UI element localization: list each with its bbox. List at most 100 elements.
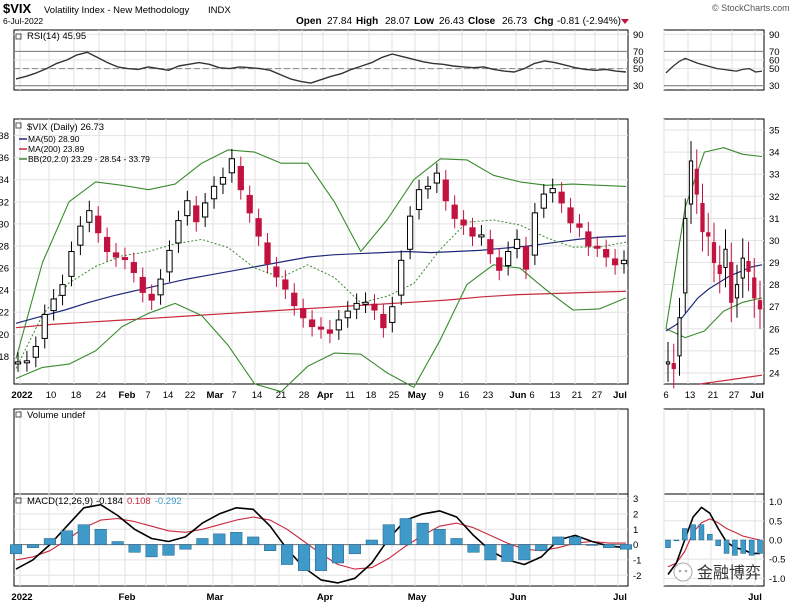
macd-line xyxy=(15,503,627,584)
candle-body-8 xyxy=(86,210,93,223)
zoom-xtick-1: 13 xyxy=(685,390,696,401)
price-ytick-6: 30 xyxy=(0,219,9,230)
macd-hist-bar-18 xyxy=(314,544,328,571)
macd-hist-bar-23 xyxy=(399,518,412,545)
price-zoom-ytick-1: 25 xyxy=(769,346,780,357)
candle-body-53 xyxy=(487,239,494,255)
price-xtick-16: 25 xyxy=(389,390,400,401)
candle-body-44 xyxy=(406,215,414,250)
candle-body-39 xyxy=(362,301,369,305)
macd-xtick-6: Jul xyxy=(613,592,627,603)
macd-xtick-3: Apr xyxy=(317,592,334,603)
macd-hist-bar-13 xyxy=(230,532,243,545)
zoom-macd-xtick-0: Jul xyxy=(748,592,762,603)
zoom-candle-body-0 xyxy=(665,361,671,365)
high-value: 28.07 xyxy=(385,16,410,27)
candle-body-20 xyxy=(193,205,200,223)
candle-body-46 xyxy=(424,185,432,190)
zoom-candle-body-10 xyxy=(723,248,728,269)
legend-ma200: MA(200) 23.89 xyxy=(28,144,84,154)
zoom-xtick-2: 21 xyxy=(708,390,719,401)
candle-body-62 xyxy=(567,207,574,224)
down-arrow-icon xyxy=(621,19,629,24)
zoom-macd-hist-bar-9 xyxy=(740,539,747,554)
candle-body-45 xyxy=(415,189,423,211)
candle-body-38 xyxy=(353,302,360,310)
macd-title: MACD(12,26,9) -0.184 0.108 -0.292 xyxy=(27,496,182,507)
candle-body-47 xyxy=(433,172,440,184)
zoom-candle-body-15 xyxy=(752,277,757,299)
price-zoom-ytick-5: 29 xyxy=(769,258,780,269)
macd-hist-bar-6 xyxy=(111,541,124,545)
macd-hist-bar-36 xyxy=(619,544,633,550)
price-ytick-5: 28 xyxy=(0,241,9,252)
open-label: Open xyxy=(296,16,322,27)
candle-body-49 xyxy=(451,204,458,219)
rsi-ytick-0: 30 xyxy=(633,81,644,92)
candle-body-48 xyxy=(442,179,449,202)
candle-body-23 xyxy=(219,177,227,185)
candle-body-35 xyxy=(326,329,334,334)
price-xtick-21: Jun xyxy=(510,390,527,401)
zoom-xtick-0: 6 xyxy=(663,390,668,401)
rsi-panel-marker xyxy=(15,33,22,40)
high-label: High xyxy=(356,16,378,27)
macd-xtick-5: Jun xyxy=(510,592,527,603)
price-xtick-11: 21 xyxy=(276,390,287,401)
candle-body-61 xyxy=(558,191,565,204)
candle-body-40 xyxy=(371,303,378,311)
price-panel xyxy=(13,118,629,385)
close-label: Close xyxy=(468,16,496,27)
candle-body-60 xyxy=(549,188,556,194)
macd-hist-bar-22 xyxy=(382,524,395,545)
price-zoom-ytick-0: 24 xyxy=(769,368,780,379)
rsi-ytick-3: 70 xyxy=(633,47,644,58)
macd-hist-bar-14 xyxy=(247,536,260,545)
rsi-ytick-1: 50 xyxy=(633,64,644,75)
macd-hist-bar-31 xyxy=(535,544,548,551)
watermark: 金融博弈 xyxy=(673,562,761,582)
price-zoom-ytick-2: 26 xyxy=(769,324,780,335)
macd-hist-bar-27 xyxy=(467,544,480,553)
candle-body-37 xyxy=(344,310,351,319)
candle-body-7 xyxy=(77,225,84,246)
macd-hist-bar-10 xyxy=(179,544,192,550)
rsi-zoom-ytick-1: 50 xyxy=(769,64,780,75)
bb-middle-line xyxy=(15,219,627,369)
zoom-macd-hist-bar-6 xyxy=(715,539,721,546)
bb-upper-line xyxy=(15,149,627,359)
macd-hist-bar-29 xyxy=(501,544,514,562)
low-value: 26.43 xyxy=(439,16,464,27)
chg-value: -0.81 (-2.94%) xyxy=(557,16,621,27)
zoom-candle-body-13 xyxy=(740,257,745,279)
rsi-zoom-ytick-2: 60 xyxy=(769,56,780,67)
candle-body-55 xyxy=(505,251,512,267)
candle-body-11 xyxy=(112,252,120,258)
price-xtick-18: 9 xyxy=(438,390,443,401)
wechat-eye-left xyxy=(678,569,682,573)
macd-hist-bar-12 xyxy=(213,533,226,545)
price-xtick-2: 18 xyxy=(71,390,82,401)
candle-body-31 xyxy=(291,292,298,307)
copyright: © StockCharts.com xyxy=(712,3,790,13)
candle-body-13 xyxy=(130,262,137,273)
zoom-candle-body-5 xyxy=(694,168,699,195)
price-xtick-22: 6 xyxy=(529,390,534,401)
macd-hist-bar-15 xyxy=(264,544,277,551)
zoom-candle-body-8 xyxy=(711,242,717,264)
price-xtick-0: 2022 xyxy=(11,390,32,401)
zoom-xtick-4: Jul xyxy=(750,390,764,401)
bb-lower-line xyxy=(15,264,627,393)
macd-hist-bar-20 xyxy=(348,544,361,555)
close-value: 26.73 xyxy=(502,16,527,27)
legend-bb: BB(20,2.0) 23.29 - 28.54 - 33.79 xyxy=(28,154,150,164)
zoom-candle-body-6 xyxy=(700,202,705,233)
candle-body-58 xyxy=(531,212,539,256)
instrument-name: Volatility Index - New Methodology xyxy=(44,5,189,16)
price-zoom-ytick-10: 34 xyxy=(769,148,780,159)
volume-title: Volume undef xyxy=(27,410,85,421)
macd-zoom-ytick-4: -1.0 xyxy=(769,574,785,585)
rsi-ytick-2: 60 xyxy=(633,56,644,67)
candle-body-25 xyxy=(237,165,244,191)
